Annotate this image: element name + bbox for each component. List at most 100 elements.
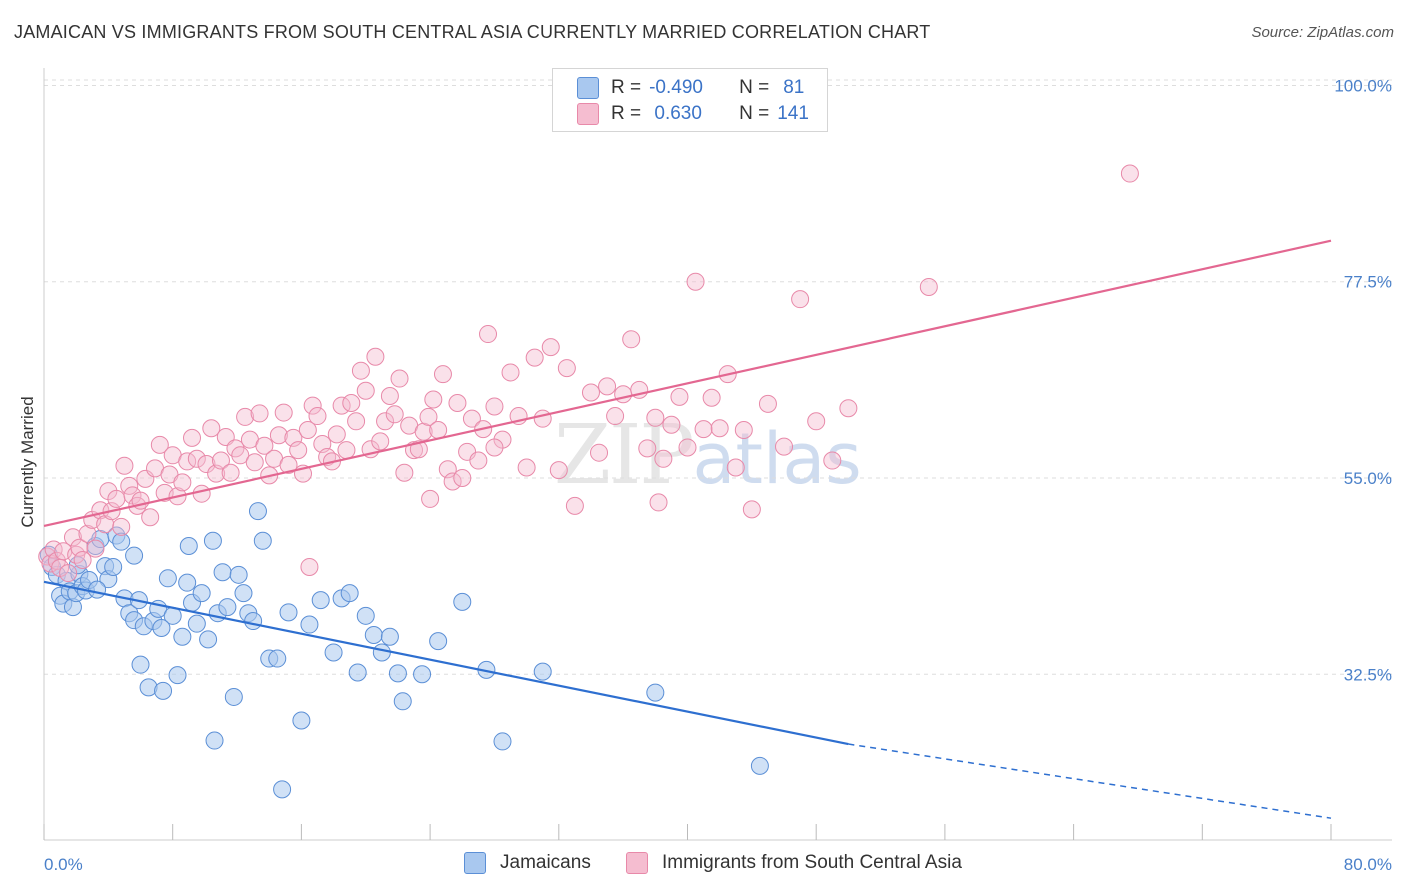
watermark-atlas: atlas <box>692 418 862 500</box>
data-point-immigrants <box>662 415 681 434</box>
data-point-immigrants <box>517 458 536 477</box>
data-point-jamaicans <box>292 711 311 730</box>
data-point-jamaicans <box>268 649 287 668</box>
data-point-immigrants <box>429 421 448 440</box>
data-point-jamaicans <box>112 532 131 551</box>
data-point-immigrants <box>606 407 625 426</box>
data-point-jamaicans <box>372 643 391 662</box>
data-point-immigrants <box>649 493 668 512</box>
data-point-jamaicans <box>348 663 367 682</box>
data-point-jamaicans <box>248 502 267 521</box>
data-point-immigrants <box>791 290 810 309</box>
data-point-jamaicans <box>218 598 237 617</box>
trend-line-jamaicans <box>43 580 849 746</box>
data-point-jamaicans <box>224 687 243 706</box>
data-point-immigrants <box>622 330 641 349</box>
data-point-immigrants <box>250 404 269 423</box>
data-point-jamaicans <box>203 531 222 550</box>
correlation-legend: R = -0.490 N = 81 R = 0.630 N = 141 <box>552 68 828 132</box>
data-point-jamaicans <box>244 612 263 631</box>
data-point-immigrants <box>192 484 211 503</box>
legend-swatch-blue <box>464 852 486 874</box>
data-point-jamaicans <box>533 662 552 681</box>
y-tick-label: 55.0% <box>1344 469 1392 488</box>
data-point-immigrants <box>485 438 504 457</box>
legend-n-label: N = <box>739 103 770 124</box>
data-point-immigrants <box>255 436 274 455</box>
data-point-immigrants <box>221 463 240 482</box>
data-point-immigrants <box>289 441 308 460</box>
data-point-immigrants <box>479 325 498 344</box>
data-point-jamaicans <box>380 627 399 646</box>
data-point-immigrants <box>356 381 375 400</box>
data-point-jamaicans <box>340 584 359 603</box>
series-legend-immigrants: Immigrants from South Central Asia <box>626 852 962 874</box>
data-point-immigrants <box>245 453 264 472</box>
axes <box>43 68 1392 841</box>
data-point-immigrants <box>120 476 139 495</box>
y-tick-label: 32.5% <box>1344 665 1392 684</box>
data-point-immigrants <box>438 460 457 479</box>
data-point-jamaicans <box>273 780 292 799</box>
data-point-immigrants <box>300 557 319 576</box>
legend-swatch-pink <box>626 852 648 874</box>
data-point-immigrants <box>107 489 126 508</box>
data-point-immigrants <box>424 390 443 409</box>
data-point-immigrants <box>376 412 395 431</box>
data-point-immigrants <box>279 455 298 474</box>
tick-labels: 100.0% 77.5% 55.0% 32.5% 0.0% 80.0% <box>44 76 1392 874</box>
data-point-immigrants <box>197 455 216 474</box>
data-point-immigrants <box>598 377 617 396</box>
series-legend: Jamaicans Immigrants from South Central … <box>0 852 1406 876</box>
data-point-immigrants <box>211 451 230 470</box>
data-point-jamaicans <box>356 606 375 625</box>
data-point-immigrants <box>1120 164 1139 183</box>
data-point-jamaicans <box>192 584 211 603</box>
series-legend-jamaicans: Jamaicans <box>464 852 591 874</box>
data-point-immigrants <box>702 388 721 407</box>
data-point-immigrants <box>638 439 657 458</box>
data-point-immigrants <box>614 385 633 404</box>
data-point-immigrants <box>758 394 777 413</box>
data-point-jamaicans <box>253 531 272 550</box>
data-point-jamaicans <box>154 681 173 700</box>
legend-r-label: R = <box>611 103 642 124</box>
data-point-jamaicans <box>187 614 206 633</box>
data-point-jamaicans <box>324 643 343 662</box>
immigrants-points <box>38 164 1139 583</box>
legend-r-value: 0.630 <box>649 103 702 124</box>
data-point-immigrants <box>347 412 366 431</box>
data-point-jamaicans <box>88 580 107 599</box>
data-point-immigrants <box>541 338 560 357</box>
data-point-jamaicans <box>646 683 665 702</box>
data-point-immigrants <box>308 407 327 426</box>
data-point-jamaicans <box>229 565 248 584</box>
data-point-immigrants <box>337 441 356 460</box>
source-label: Source: ZipAtlas.com <box>1251 24 1394 41</box>
data-point-immigrants <box>525 348 544 367</box>
data-point-jamaicans <box>125 546 144 565</box>
data-point-immigrants <box>654 449 673 468</box>
legend-row-jamaicans: R = -0.490 N = 81 <box>577 76 804 100</box>
legend-n-value: 81 <box>783 77 805 98</box>
data-point-immigrants <box>919 277 938 296</box>
data-point-immigrants <box>351 361 370 380</box>
data-point-jamaicans <box>152 619 171 638</box>
data-point-jamaicans <box>199 630 218 649</box>
data-point-immigrants <box>686 272 705 291</box>
jamaicans-points <box>39 502 769 799</box>
data-point-immigrants <box>469 451 488 470</box>
data-point-immigrants <box>73 550 92 569</box>
chart-title: JAMAICAN VS IMMIGRANTS FROM SOUTH CENTRA… <box>14 22 931 42</box>
legend-n-label: N = <box>739 77 770 98</box>
data-point-immigrants <box>823 451 842 470</box>
x-tick-label: 0.0% <box>44 855 83 874</box>
legend-row-immigrants: R = 0.630 N = 141 <box>577 102 809 126</box>
data-point-immigrants <box>501 363 520 382</box>
data-point-immigrants <box>284 428 303 447</box>
y-tick-label: 100.0% <box>1334 76 1392 95</box>
data-point-immigrants <box>202 419 221 438</box>
data-point-jamaicans <box>279 603 298 622</box>
data-point-immigrants <box>581 383 600 402</box>
